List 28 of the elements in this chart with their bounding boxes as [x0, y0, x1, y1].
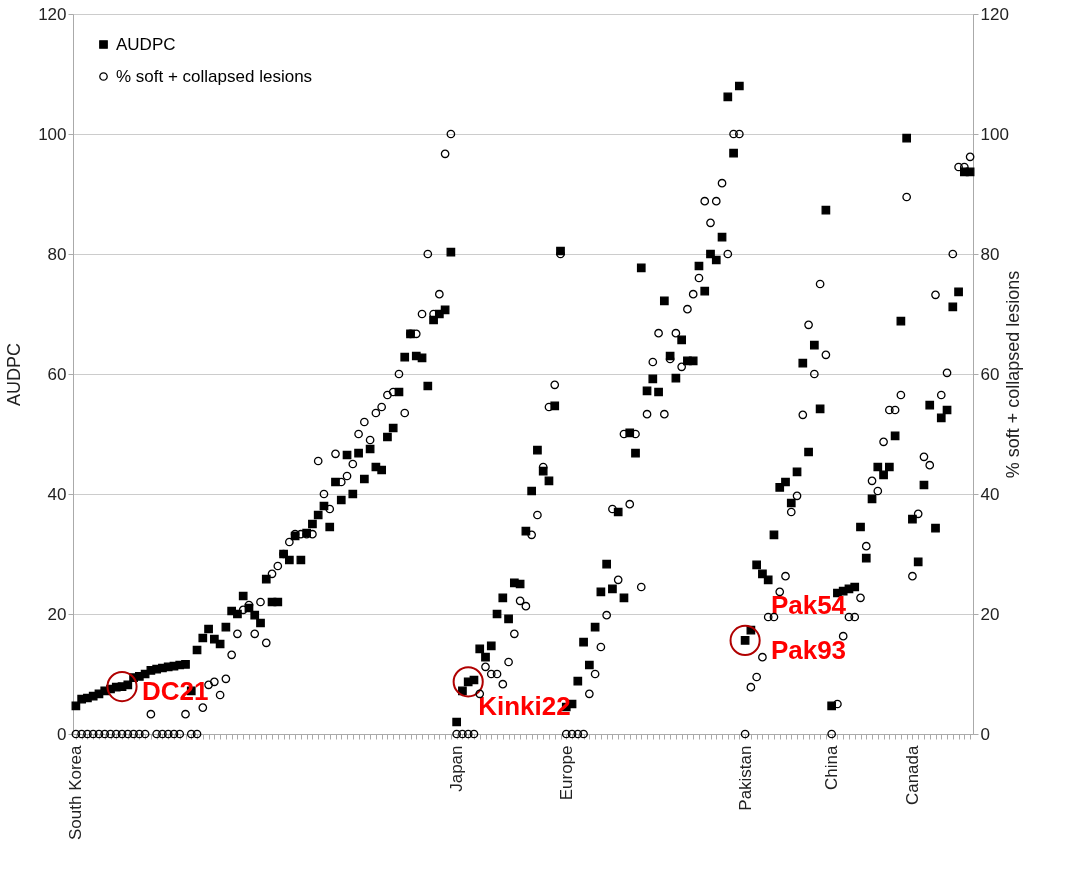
- legend-label: AUDPC: [116, 34, 176, 54]
- y2-tick-label: 80: [980, 244, 1000, 264]
- y-tick-label: 20: [47, 604, 67, 624]
- y2-tick-label: 60: [980, 364, 1000, 384]
- y-tick-label: 60: [47, 364, 67, 384]
- y2-tick-label: 0: [980, 724, 990, 744]
- annotation: Kinki22: [478, 691, 571, 721]
- y-tick-label: 80: [47, 244, 67, 264]
- legend-label: % soft + collapsed lesions: [116, 66, 313, 86]
- x-tick-label: Europe: [556, 745, 576, 801]
- x-tick-label: Japan: [447, 745, 467, 792]
- y2-tick-label: 40: [980, 484, 1000, 504]
- annotation: DC21: [142, 676, 209, 706]
- x-tick-label: Canada: [902, 744, 922, 806]
- y2-tick-label: 100: [980, 124, 1009, 144]
- y-tick-label: 0: [57, 724, 67, 744]
- annotation: Pak93: [770, 635, 847, 666]
- y2-tick-label: 120: [980, 4, 1009, 24]
- y-tick-label: 40: [47, 484, 67, 504]
- x-tick-label: China: [822, 744, 842, 790]
- x-tick-label: Pakistan: [735, 745, 755, 811]
- annotation: Pak54: [770, 590, 847, 621]
- y2-axis-title: % soft + collapsed lesions: [1002, 270, 1023, 479]
- x-tick-label: South Korea: [66, 744, 86, 841]
- y2-tick-label: 20: [980, 604, 1000, 624]
- y-tick-label: 120: [38, 4, 67, 24]
- y-axis-title: AUDPC: [4, 342, 25, 407]
- y-tick-label: 100: [38, 124, 67, 144]
